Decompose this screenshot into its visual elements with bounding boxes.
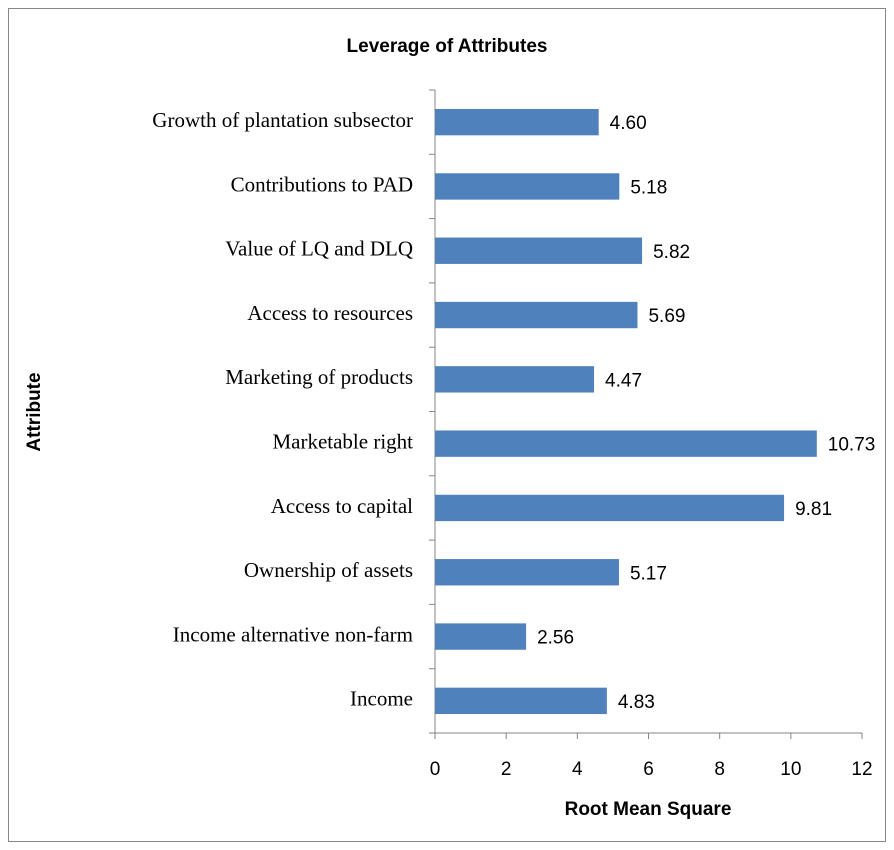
value-label: 10.73 bbox=[828, 435, 876, 456]
bar bbox=[435, 237, 643, 264]
value-label: 5.69 bbox=[648, 306, 685, 327]
value-label: 4.47 bbox=[605, 370, 642, 391]
bar bbox=[435, 173, 620, 200]
bar bbox=[435, 430, 817, 457]
y-tick-label: Income alternative non-farm bbox=[173, 622, 413, 646]
y-axis-label: Attribute bbox=[24, 372, 45, 451]
bar bbox=[435, 623, 527, 650]
x-tick-label: 2 bbox=[501, 759, 512, 780]
y-tick-label: Marketing of products bbox=[225, 365, 413, 389]
value-label: 5.82 bbox=[653, 242, 690, 263]
x-tick-label: 4 bbox=[572, 759, 583, 780]
bar bbox=[435, 301, 638, 329]
x-tick-label: 10 bbox=[780, 759, 801, 780]
value-label: 5.18 bbox=[630, 177, 667, 198]
value-label: 9.81 bbox=[795, 499, 832, 520]
y-tick-label: Contributions to PAD bbox=[231, 172, 413, 196]
x-tick-label: 12 bbox=[851, 759, 872, 780]
bar bbox=[435, 494, 785, 522]
bar bbox=[435, 687, 607, 715]
x-tick-label: 0 bbox=[430, 759, 441, 780]
y-tick-label: Marketable right bbox=[272, 429, 413, 453]
bar bbox=[435, 108, 599, 136]
y-tick-label: Ownership of assets bbox=[244, 558, 413, 582]
y-tick-label: Access to capital bbox=[271, 494, 413, 518]
value-label: 4.60 bbox=[610, 113, 647, 134]
y-tick-label: Growth of plantation subsector bbox=[152, 108, 413, 132]
value-label: 2.56 bbox=[537, 628, 574, 649]
value-label: 4.83 bbox=[618, 692, 655, 713]
x-tick-label: 8 bbox=[714, 759, 725, 780]
bar bbox=[435, 559, 619, 586]
value-label: 5.17 bbox=[630, 563, 667, 584]
y-tick-label: Value of LQ and DLQ bbox=[225, 237, 413, 261]
bar bbox=[435, 366, 595, 393]
y-tick-label: Access to resources bbox=[247, 301, 413, 325]
y-tick-label: Income bbox=[350, 687, 413, 711]
x-tick-label: 6 bbox=[643, 759, 654, 780]
chart-title: Leverage of Attributes bbox=[347, 36, 548, 57]
x-axis-label: Root Mean Square bbox=[565, 799, 732, 820]
